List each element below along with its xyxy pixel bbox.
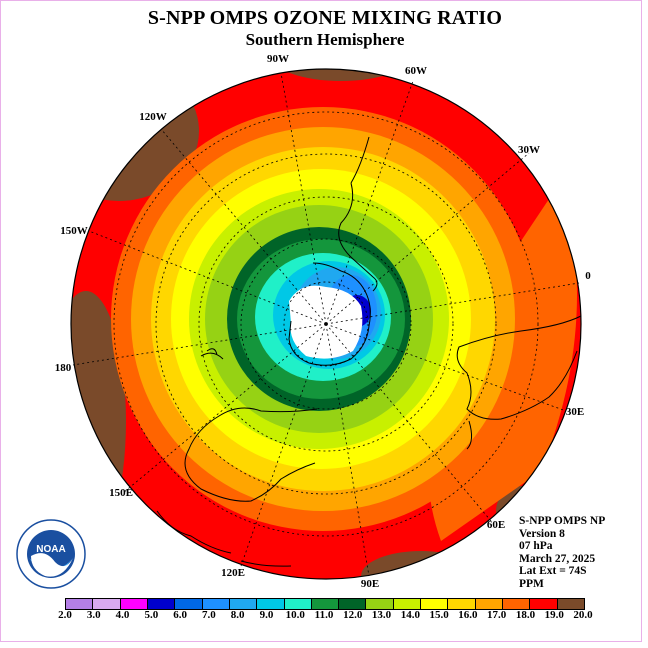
coastlines — [156, 136, 582, 567]
colorbar-cell — [421, 599, 449, 609]
colorbar-cell — [202, 599, 230, 609]
colorbar-label: 17.0 — [487, 609, 507, 621]
lon-label-30e: 30E — [566, 406, 584, 418]
colorbar-label: 19.0 — [544, 609, 564, 621]
colorbar-label: 13.0 — [371, 609, 392, 621]
colorbar-label: 14.0 — [400, 609, 420, 621]
colorbar-label: 5.0 — [144, 609, 159, 621]
info-instrument: S-NPP OMPS NP — [519, 515, 606, 527]
contour-20-s — [361, 551, 481, 579]
colorbar-label: 11.0 — [314, 609, 334, 621]
info-lat-ext: Lat Ext = 74S — [519, 565, 587, 577]
info-date: March 27, 2025 — [519, 552, 596, 565]
south-america-coast — [338, 136, 378, 292]
longitude-labels: 90W 60W 30W 0 30E 60E 90E 120E 150E 180 … — [55, 53, 592, 590]
map-boundary — [70, 68, 582, 580]
lon-label-120w: 120W — [139, 111, 167, 123]
colorbar-cell — [366, 599, 394, 609]
colorbar-label: 10.0 — [285, 609, 305, 621]
lon-label-0: 0 — [585, 270, 591, 282]
indonesia-coast — [156, 510, 292, 567]
new-zealand-coast — [200, 348, 224, 360]
colorbar-cell — [530, 599, 558, 609]
africa-coast — [456, 315, 582, 420]
colorbar-label: 18.0 — [515, 609, 536, 621]
lon-label-90w: 90W — [267, 53, 289, 65]
info-version: Version 8 — [519, 527, 565, 540]
colorbar-label: 6.0 — [173, 609, 187, 621]
colorbar-cell — [475, 599, 503, 609]
colorbar-cell — [120, 599, 148, 609]
colorbar-cell — [284, 599, 312, 609]
colorbar — [65, 598, 585, 610]
info-block: S-NPP OMPS NP Version 8 07 hPa March 27,… — [519, 515, 605, 590]
colorbar-cell — [66, 599, 94, 609]
lon-label-90e: 90E — [361, 578, 379, 590]
colorbar-label: 12.0 — [343, 609, 363, 621]
meridians — [72, 72, 580, 577]
colorbar-label: 16.0 — [458, 609, 478, 621]
colorbar-label: 9.0 — [259, 609, 274, 621]
colorbar-cell — [175, 599, 203, 609]
lon-label-30w: 30W — [518, 144, 540, 156]
colorbar-cell — [93, 599, 121, 609]
colorbar-cell — [229, 599, 258, 609]
colorbar-cell — [448, 599, 476, 609]
colorbar-cell — [339, 599, 367, 609]
colorbar-label: 8.0 — [230, 609, 245, 621]
colorbar-cell — [393, 599, 422, 609]
colorbar-label: 7.0 — [202, 609, 216, 621]
madagascar-coast — [466, 420, 473, 450]
lon-label-60e: 60E — [487, 519, 505, 531]
colorbar-label: 2.0 — [58, 609, 72, 621]
colorbar-cell — [557, 599, 584, 609]
info-pressure: 07 hPa — [519, 540, 553, 552]
map-subtitle: Southern Hemisphere — [245, 30, 405, 49]
map-title: S-NPP OMPS OZONE MIXING RATIO — [147, 7, 503, 29]
colorbar-label: 15.0 — [429, 609, 449, 621]
lon-label-150w: 150W — [60, 225, 88, 237]
latitude-circles — [113, 111, 539, 537]
lon-label-60w: 60W — [405, 65, 427, 77]
lon-label-120e: 120E — [221, 567, 245, 579]
info-units: PPM — [519, 577, 544, 590]
colorbar-cell — [311, 599, 340, 609]
antarctica-coast — [288, 262, 371, 366]
colorbar-cell — [503, 599, 531, 609]
ozone-contours — [71, 69, 581, 579]
australia-coast — [184, 407, 318, 502]
noaa-logo-text: NOAA — [36, 544, 65, 555]
colorbar-label: 3.0 — [86, 609, 101, 621]
colorbar-labels: 2.0 3.0 4.0 5.0 6.0 7.0 8.0 9.0 10.0 11.0 12.0 13.0… — [41, 609, 607, 623]
colorbar-cell — [257, 599, 285, 609]
colorbar-label: 20.0 — [573, 609, 593, 621]
south-pole-marker — [324, 322, 328, 326]
polar-map: 90W 60W 30W 0 30E 60E 90E 120E 150E 180 … — [55, 53, 592, 590]
colorbar-cell — [147, 599, 176, 609]
noaa-logo: NOAA — [15, 518, 87, 595]
lon-label-150e: 150E — [109, 487, 133, 499]
lon-label-180: 180 — [55, 362, 72, 374]
colorbar-label: 4.0 — [115, 609, 130, 621]
